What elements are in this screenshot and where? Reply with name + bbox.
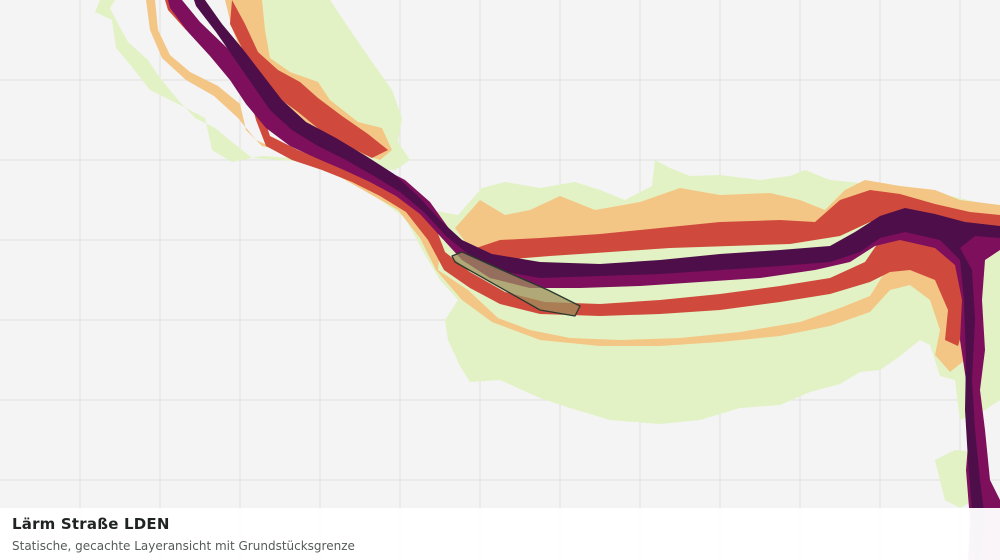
noise-band-4 [168,0,1000,560]
noise-band-3-upper [230,0,388,158]
property-boundary[interactable] [451,251,581,317]
noise-bands [95,0,1000,560]
map-title: Lärm Straße LDEN [12,515,170,533]
noise-band-2-upper [225,0,392,160]
map-caption: Lärm Straße LDEN Statische, gecachte Lay… [0,508,1000,560]
map-subtitle: Statische, gecachte Layeransicht mit Gru… [12,539,355,553]
noise-band-3-mid [470,190,1000,260]
